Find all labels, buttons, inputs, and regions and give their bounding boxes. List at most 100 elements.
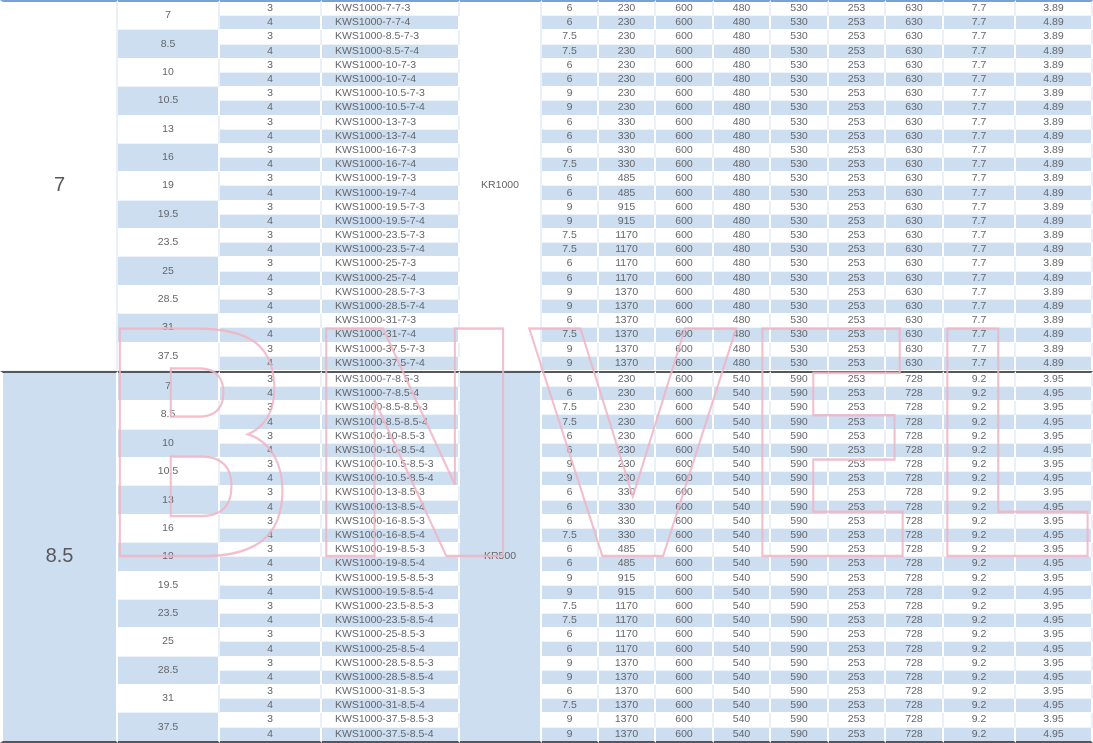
value-cell: 3.89 — [1016, 87, 1093, 102]
model-cell: KWS1000-23.5-8.5-4 — [322, 614, 460, 629]
value-cell: 3.95 — [1016, 429, 1093, 444]
value-cell: 9.2 — [944, 472, 1016, 487]
value-cell: 590 — [771, 370, 829, 388]
value-cell: 480 — [714, 342, 771, 357]
table-row: 8.5 7 3 KWS1000-7-8.5-3 KR500 6 230 600 540 590 25… — [0, 370, 1093, 743]
model-cell: KWS1000-25-8.5-4 — [322, 642, 460, 657]
n-cell: 4 — [220, 727, 322, 743]
n-cell: 3 — [220, 458, 322, 473]
value-cell: 9 — [542, 713, 599, 728]
value-cell: 630 — [886, 143, 944, 159]
value-cell: 600 — [656, 486, 714, 501]
value-cell: 7.5 — [542, 229, 599, 244]
value-cell: 590 — [771, 713, 829, 728]
value-cell: 915 — [599, 214, 656, 229]
table-row: 4 KWS1000-8.5-8.5-4 7.5 230 600 540 590 253 728 9… — [0, 415, 1093, 430]
value-cell: 728 — [886, 685, 944, 700]
value-cell: 480 — [714, 129, 771, 144]
value-cell: 728 — [886, 472, 944, 487]
value-cell: 590 — [771, 415, 829, 430]
sub-value-cell: 28.5 — [118, 656, 220, 685]
value-cell: 9.2 — [944, 429, 1016, 444]
value-cell: 253 — [829, 58, 886, 73]
value-cell: 6 — [542, 129, 599, 144]
value-cell: 330 — [599, 129, 656, 144]
sub-value-cell: 25 — [118, 628, 220, 657]
value-cell: 728 — [886, 656, 944, 671]
value-cell: 540 — [714, 642, 771, 657]
model-cell: KWS1000-25-7-3 — [322, 257, 460, 272]
table-row: 4 KWS1000-31-8.5-4 7.5 1370 600 540 590 253 728 9… — [0, 699, 1093, 714]
value-cell: 6 — [542, 557, 599, 572]
value-cell: 1370 — [599, 685, 656, 700]
value-cell: 330 — [599, 486, 656, 501]
value-cell: 4.89 — [1016, 16, 1093, 31]
value-cell: 3.89 — [1016, 172, 1093, 187]
value-cell: 3.89 — [1016, 115, 1093, 130]
value-cell: 253 — [829, 229, 886, 244]
value-cell: 600 — [656, 472, 714, 487]
value-cell: 253 — [829, 415, 886, 430]
sub-value-cell: 23.5 — [118, 599, 220, 629]
value-cell: 480 — [714, 115, 771, 130]
value-cell: 480 — [714, 356, 771, 371]
model-cell: KWS1000-28.5-7-3 — [322, 285, 460, 300]
value-cell: 253 — [829, 685, 886, 700]
n-cell: 4 — [220, 614, 322, 629]
sub-value-cell: 10 — [118, 429, 220, 458]
value-cell: 600 — [656, 30, 714, 45]
model-cell: KWS1000-7-7-4 — [322, 16, 460, 31]
model-cell: KWS1000-31-7-4 — [322, 328, 460, 343]
model-cell: KWS1000-25-7-4 — [322, 271, 460, 286]
value-cell: 728 — [886, 387, 944, 402]
model-cell: KWS1000-16-8.5-3 — [322, 514, 460, 529]
value-cell: 480 — [714, 72, 771, 88]
value-cell: 3.95 — [1016, 656, 1093, 671]
model-cell: KWS1000-19.5-8.5-3 — [322, 571, 460, 586]
value-cell: 600 — [656, 214, 714, 229]
value-cell: 480 — [714, 0, 771, 17]
value-cell: 7.7 — [944, 172, 1016, 187]
value-cell: 600 — [656, 685, 714, 700]
value-cell: 7.7 — [944, 87, 1016, 102]
model-cell: KWS1000-37.5-8.5-3 — [322, 713, 460, 728]
value-cell: 3.89 — [1016, 200, 1093, 215]
value-cell: 600 — [656, 356, 714, 371]
value-cell: 230 — [599, 101, 656, 116]
value-cell: 600 — [656, 143, 714, 159]
value-cell: 728 — [886, 429, 944, 444]
value-cell: 3.89 — [1016, 143, 1093, 159]
table-row: 13 3 KWS1000-13-8.5-3 6 330 600 540 590 253 728 9.… — [0, 486, 1093, 515]
value-cell: 4.89 — [1016, 44, 1093, 59]
value-cell: 230 — [599, 0, 656, 17]
model-cell: KWS1000-10.5-8.5-3 — [322, 458, 460, 473]
value-cell: 3.95 — [1016, 685, 1093, 700]
value-cell: 915 — [599, 571, 656, 586]
value-cell: 253 — [829, 713, 886, 728]
model-cell: KWS1000-8.5-8.5-4 — [322, 415, 460, 430]
group-label-cell: 8.5 — [0, 370, 118, 743]
value-cell: 4.89 — [1016, 186, 1093, 201]
table-row: 4 KWS1000-37.5-7-4 9 1370 600 480 530 253 630 7.7… — [0, 356, 1093, 371]
value-cell: 9 — [542, 299, 599, 315]
value-cell: 330 — [599, 143, 656, 159]
value-cell: 3.95 — [1016, 543, 1093, 558]
value-cell: 6 — [542, 486, 599, 501]
kr-cell: KR500 — [460, 370, 542, 743]
value-cell: 4.95 — [1016, 670, 1093, 685]
value-cell: 530 — [771, 342, 829, 357]
value-cell: 253 — [829, 486, 886, 501]
value-cell: 600 — [656, 614, 714, 629]
model-cell: KWS1000-19-8.5-4 — [322, 557, 460, 572]
value-cell: 253 — [829, 243, 886, 258]
value-cell: 728 — [886, 370, 944, 388]
n-cell: 3 — [220, 713, 322, 728]
model-cell: KWS1000-31-7-3 — [322, 314, 460, 329]
value-cell: 1370 — [599, 285, 656, 300]
n-cell: 4 — [220, 699, 322, 714]
value-cell: 480 — [714, 257, 771, 272]
value-cell: 590 — [771, 614, 829, 629]
value-cell: 480 — [714, 200, 771, 215]
value-cell: 600 — [656, 514, 714, 529]
